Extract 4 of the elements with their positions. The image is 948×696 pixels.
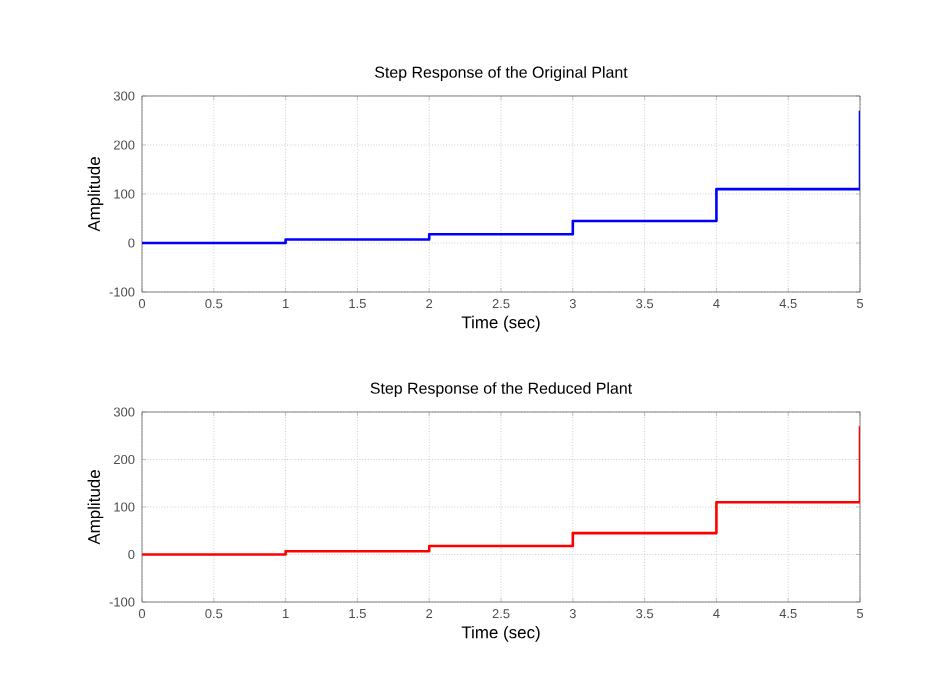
- y-axis-title: Amplitude: [87, 157, 104, 232]
- x-axis-title: Time (sec): [461, 625, 540, 642]
- x-axis-title: Time (sec): [461, 315, 540, 332]
- y-axis-title: Amplitude: [87, 470, 104, 545]
